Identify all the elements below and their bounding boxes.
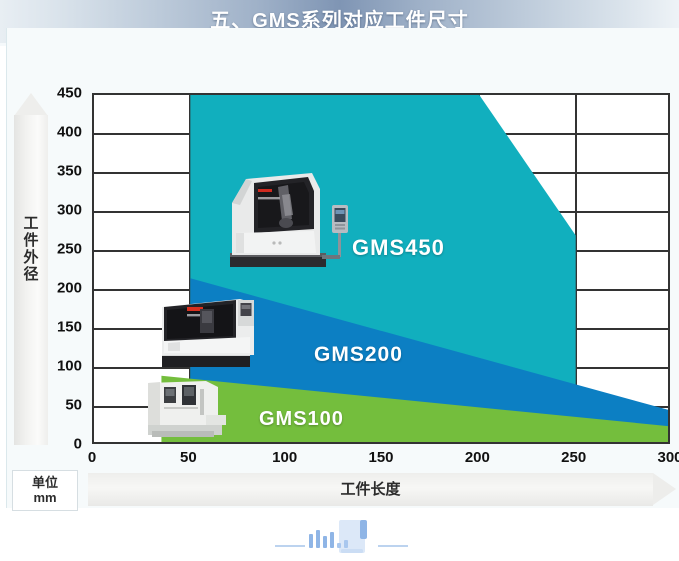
y-tick-label: 0 (73, 435, 82, 453)
x-axis-label: 工件长度 (340, 481, 401, 498)
y-tick-label: 350 (56, 162, 82, 180)
x-tick-label: 50 (179, 449, 197, 466)
x-axis-ticks: 0 50 100 150 200 250 300 (88, 449, 679, 471)
y-axis-arrow-shaft (14, 115, 48, 445)
y-tick-label: 450 (56, 84, 82, 102)
x-axis-arrow-head (653, 473, 676, 505)
machine-image-gms200 (162, 299, 254, 367)
footer-rule-left (275, 545, 305, 547)
x-tick-label: 150 (368, 449, 394, 466)
series-label-gms100: GMS100 (259, 408, 344, 430)
report-chart-logo-icon (309, 520, 367, 553)
x-axis-arrow (88, 473, 676, 506)
y-tick-label: 200 (56, 279, 82, 297)
machine-image-gms450 (230, 173, 348, 267)
x-tick-label: 100 (272, 449, 298, 466)
x-tick-label: 200 (464, 449, 490, 466)
y-tick-label: 400 (56, 123, 82, 141)
x-axis-arrow-shaft (88, 473, 653, 506)
page-title: 五、GMS系列对应工件尺寸 (210, 10, 469, 32)
y-axis-arrow (14, 93, 48, 445)
y-tick-label: 100 (56, 357, 82, 375)
grid-line-vertical (189, 95, 192, 442)
y-tick-label: 150 (56, 318, 82, 336)
x-tick-label: 300 (657, 449, 679, 466)
x-tick-label: 250 (561, 449, 587, 466)
plot-area: GMS450 GMS200 (92, 93, 670, 444)
y-tick-label: 50 (65, 396, 82, 414)
series-label-gms200: GMS200 (314, 343, 403, 366)
unit-box: 单位 mm (12, 470, 78, 511)
unit-label-line2: mm (33, 490, 57, 505)
y-tick-label: 250 (56, 240, 82, 258)
x-tick-label: 0 (87, 449, 97, 466)
y-axis-arrow-head (14, 93, 48, 116)
series-label-gms450: GMS450 (352, 235, 445, 260)
footer-rule-right (378, 545, 408, 547)
y-tick-label: 300 (56, 201, 82, 219)
unit-label-line1: 单位 (31, 475, 58, 490)
series-area-gms100 (161, 375, 668, 442)
machine-image-gms100 (148, 381, 226, 437)
y-axis-ticks: 0 50 100 150 200 250 300 350 400 450 (38, 85, 86, 453)
y-axis-label: 工件外径 (23, 215, 39, 283)
